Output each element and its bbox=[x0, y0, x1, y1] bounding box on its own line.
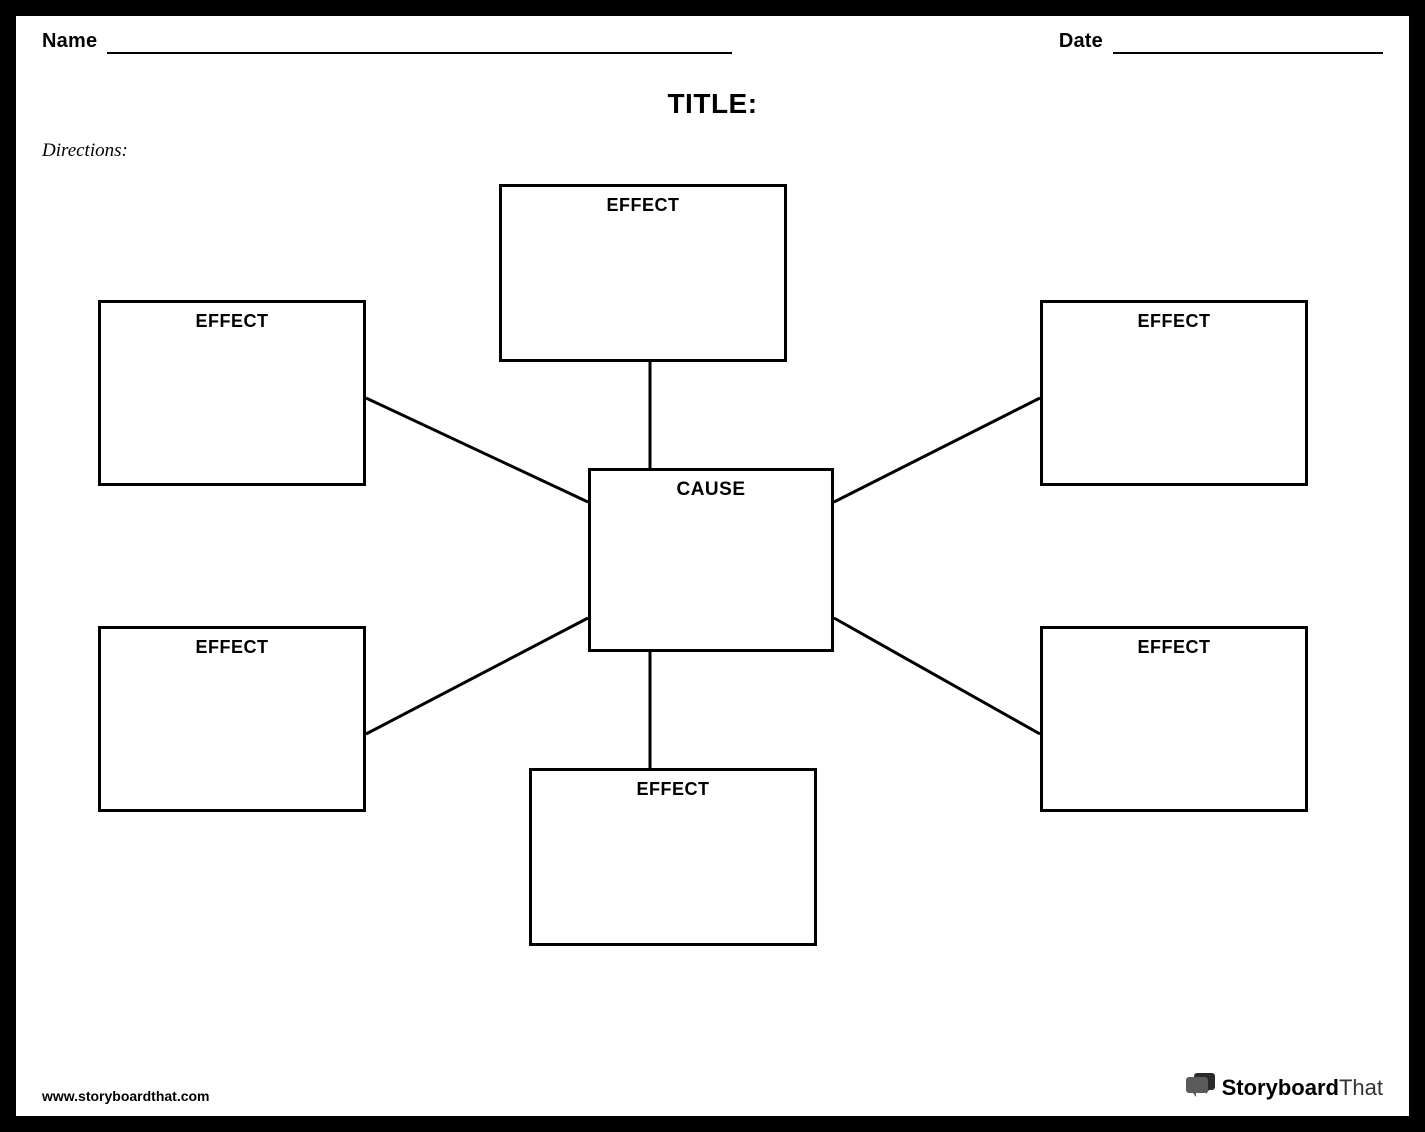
connector bbox=[834, 618, 1040, 734]
node-label: EFFECT bbox=[1043, 637, 1305, 658]
node-label: EFFECT bbox=[1043, 311, 1305, 332]
header: Name Date bbox=[42, 30, 1383, 68]
effect-box[interactable]: EFFECT bbox=[1040, 300, 1308, 486]
logo-icon bbox=[1186, 1072, 1216, 1104]
date-input-line[interactable] bbox=[1113, 34, 1383, 54]
logo-text-bold: Storyboard bbox=[1222, 1075, 1339, 1100]
cause-effect-diagram: CAUSE EFFECT EFFECT EFFECT EFFECT EFFECT EFFEC… bbox=[36, 166, 1389, 1056]
node-label: EFFECT bbox=[101, 637, 363, 658]
effect-box[interactable]: EFFECT bbox=[529, 768, 817, 946]
connector bbox=[834, 398, 1040, 502]
node-label: EFFECT bbox=[532, 779, 814, 800]
node-label: CAUSE bbox=[591, 479, 831, 501]
cause-box[interactable]: CAUSE bbox=[588, 468, 834, 652]
effect-box[interactable]: EFFECT bbox=[98, 300, 366, 486]
footer-logo: StoryboardThat bbox=[1186, 1072, 1383, 1104]
effect-box[interactable]: EFFECT bbox=[98, 626, 366, 812]
date-label: Date bbox=[1059, 30, 1103, 54]
worksheet-frame: Name Date TITLE: Directions: CAUSE EFFECT… bbox=[0, 0, 1425, 1132]
page-title: TITLE: bbox=[16, 88, 1409, 120]
logo-text-light: That bbox=[1339, 1075, 1383, 1100]
name-field-group: Name bbox=[42, 30, 732, 54]
directions-label: Directions: bbox=[42, 140, 128, 162]
connector bbox=[366, 398, 588, 502]
connector bbox=[366, 618, 588, 734]
name-label: Name bbox=[42, 30, 97, 54]
effect-box[interactable]: EFFECT bbox=[499, 184, 787, 362]
node-label: EFFECT bbox=[101, 311, 363, 332]
date-field-group: Date bbox=[1059, 30, 1383, 54]
footer: www.storyboardthat.com StoryboardThat bbox=[42, 1074, 1383, 1104]
node-label: EFFECT bbox=[502, 195, 784, 216]
name-input-line[interactable] bbox=[107, 34, 732, 54]
logo-text: StoryboardThat bbox=[1222, 1075, 1383, 1101]
effect-box[interactable]: EFFECT bbox=[1040, 626, 1308, 812]
footer-url: www.storyboardthat.com bbox=[42, 1088, 210, 1104]
